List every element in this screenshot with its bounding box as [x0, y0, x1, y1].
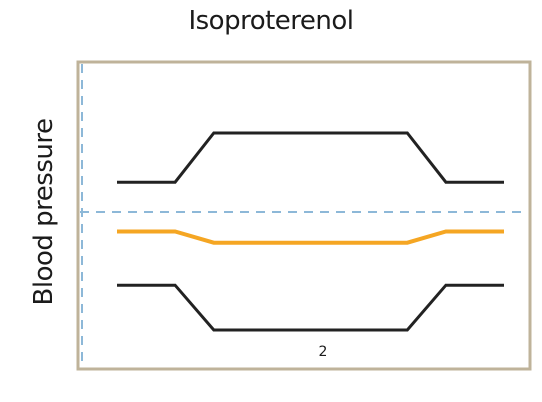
lower-pressure-line — [117, 283, 504, 332]
annotation-label: 2 — [319, 344, 328, 360]
upper-pressure-line — [117, 131, 504, 184]
mean-pressure-line — [117, 229, 504, 245]
plot-frame — [76, 60, 532, 371]
chart-title: Isoproterenol — [188, 6, 354, 36]
